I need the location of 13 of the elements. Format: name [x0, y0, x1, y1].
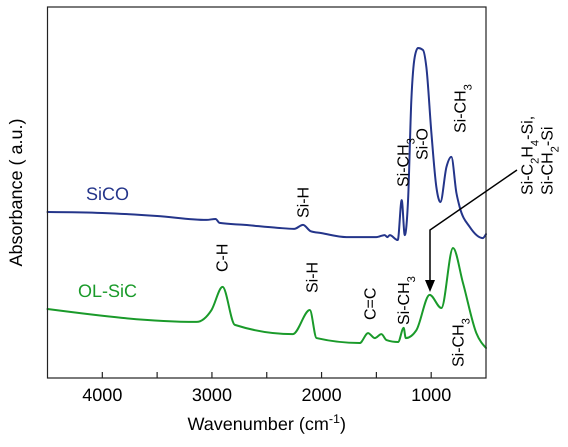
x-tick-label: 1000 [411, 385, 452, 405]
annotation: Si-H [304, 262, 322, 293]
x-tick-label: 2000 [302, 385, 342, 405]
x-tick-label: 4000 [82, 385, 122, 405]
annotation: C=C [362, 288, 380, 320]
series-label: OL-SiC [78, 281, 138, 302]
annotation: C-H [214, 244, 232, 272]
annotation: Si-H [296, 186, 313, 218]
series-label: SiCO [86, 184, 130, 204]
annotation: Si-O [414, 128, 432, 160]
x-tick-label: 3000 [192, 385, 232, 405]
y-axis-title: Absorbance ( a.u.) [6, 118, 26, 267]
x-axis-title: Wavenumber (cm$^{-1}$) [187, 412, 346, 434]
